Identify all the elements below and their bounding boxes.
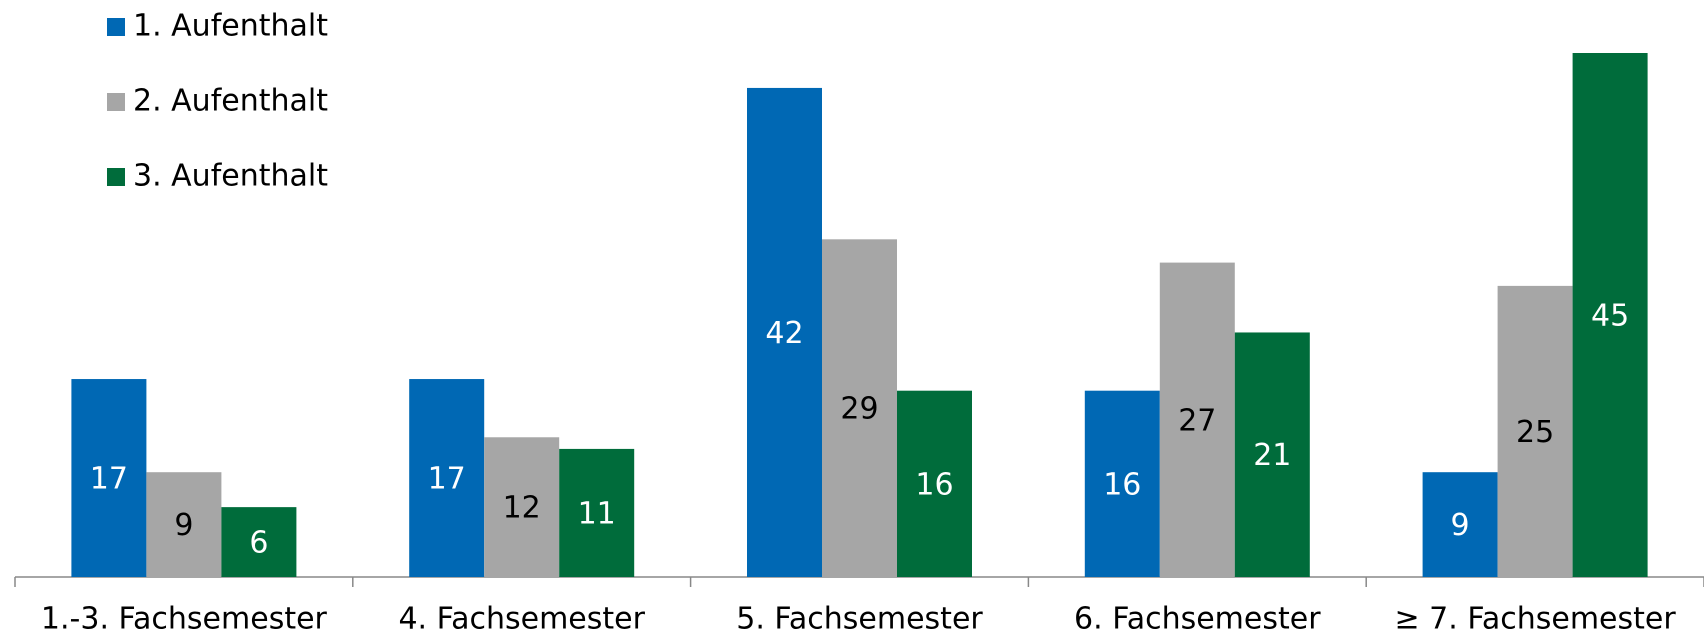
data-label: 6: [249, 526, 268, 561]
legend-label: 3. Aufenthalt: [133, 159, 328, 194]
bar: [822, 239, 897, 578]
bar: [1497, 285, 1573, 577]
x-tick-label: 6. Fachsemester: [1074, 602, 1321, 637]
legend-label: 1. Aufenthalt: [133, 9, 328, 44]
bar: [146, 472, 222, 577]
x-tick-label: ≥ 7. Fachsemester: [1395, 602, 1677, 637]
bar: [897, 390, 972, 577]
legend-swatch: [107, 168, 125, 186]
bar: [1234, 332, 1310, 577]
x-tick-label: 1.-3. Fachsemester: [41, 602, 328, 637]
data-label: 17: [90, 462, 128, 497]
bar: [409, 379, 485, 577]
data-label: 9: [1451, 508, 1470, 543]
x-tick-label: 5. Fachsemester: [736, 602, 983, 637]
bar: [747, 87, 822, 577]
data-label: 12: [503, 491, 541, 526]
data-label: 9: [174, 508, 193, 543]
bar: [1084, 390, 1160, 577]
data-label: 27: [1178, 403, 1216, 438]
data-label: 25: [1516, 415, 1554, 450]
bar: [1422, 472, 1498, 577]
bar: [1572, 53, 1648, 577]
data-label: 11: [578, 496, 616, 531]
data-label: 45: [1591, 299, 1629, 334]
data-label: 16: [915, 467, 953, 502]
legend-swatch: [107, 18, 125, 36]
bar: [71, 379, 147, 577]
data-label: 21: [1253, 438, 1291, 473]
data-label: 17: [428, 462, 466, 497]
data-label: 16: [1103, 467, 1141, 502]
legend-swatch: [107, 93, 125, 111]
data-label: 29: [840, 392, 878, 427]
bar: [1159, 262, 1235, 577]
bar: [221, 507, 297, 577]
x-tick-label: 4. Fachsemester: [398, 602, 645, 637]
bar: [559, 448, 635, 577]
bar: [484, 437, 560, 577]
legend-label: 2. Aufenthalt: [133, 84, 328, 119]
data-label: 42: [765, 316, 803, 351]
